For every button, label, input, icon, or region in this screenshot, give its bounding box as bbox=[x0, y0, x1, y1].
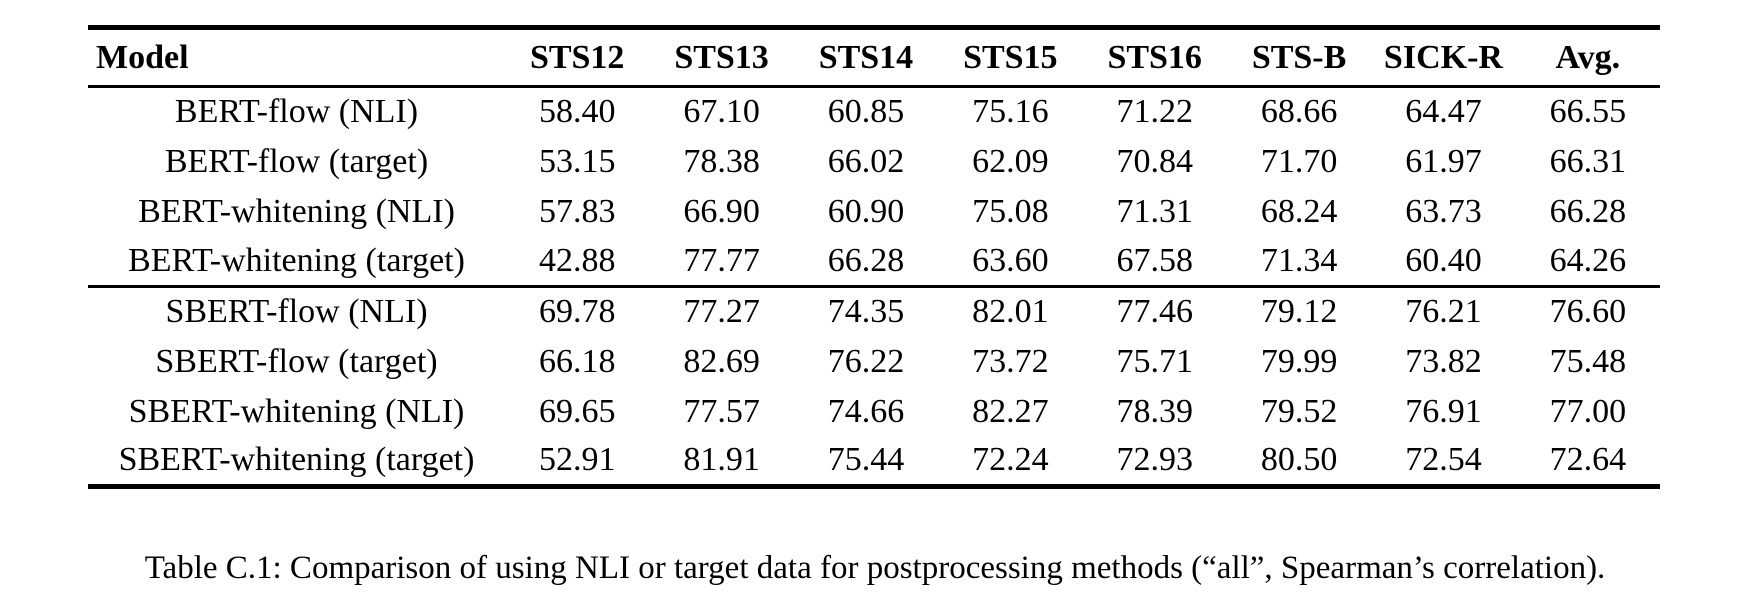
value-cell: 76.22 bbox=[827, 342, 905, 380]
column-header: STS16 bbox=[1107, 38, 1202, 76]
model-cell: SBERT-flow (target) bbox=[155, 342, 438, 380]
value-cell: 74.66 bbox=[827, 392, 905, 430]
value-cell: 71.70 bbox=[1260, 142, 1338, 180]
value-cell: 66.02 bbox=[827, 142, 905, 180]
value-cell: 72.54 bbox=[1405, 441, 1482, 479]
model-cell: BERT-whitening (target) bbox=[128, 241, 465, 279]
column-header: SICK-R bbox=[1383, 38, 1503, 76]
value-cell: 75.16 bbox=[972, 93, 1049, 131]
value-cell: 64.47 bbox=[1405, 93, 1482, 131]
value-cell: 77.77 bbox=[683, 241, 760, 279]
table-row: BERT-flow (NLI) 58.40 67.10 60.85 75.16 71.22… bbox=[88, 87, 1660, 137]
value-cell: 67.58 bbox=[1116, 241, 1193, 279]
value-cell: 76.21 bbox=[1405, 293, 1482, 331]
value-cell: 81.91 bbox=[683, 441, 760, 479]
table-row: SBERT-flow (target) 66.18 82.69 76.22 73.72 7… bbox=[88, 337, 1660, 387]
value-cell: 68.66 bbox=[1260, 93, 1338, 131]
value-cell: 66.55 bbox=[1549, 93, 1627, 131]
value-cell: 71.34 bbox=[1260, 241, 1338, 279]
value-cell: 74.35 bbox=[827, 293, 905, 331]
value-cell: 75.08 bbox=[972, 192, 1049, 230]
value-cell: 69.65 bbox=[538, 392, 616, 430]
value-cell: 82.01 bbox=[972, 293, 1049, 331]
value-cell: 66.18 bbox=[538, 342, 616, 380]
value-cell: 71.31 bbox=[1116, 192, 1193, 230]
value-cell: 66.31 bbox=[1549, 142, 1627, 180]
value-cell: 64.26 bbox=[1549, 241, 1627, 279]
model-cell: SBERT-whitening (NLI) bbox=[128, 392, 465, 430]
value-cell: 63.60 bbox=[972, 241, 1049, 279]
table-header-row: Model STS12 STS13 STS14 STS15 STS16 STS-B SICK-… bbox=[88, 28, 1660, 87]
table-caption: Table C.1: Comparison of using NLI or ta… bbox=[144, 550, 1606, 586]
column-header: STS14 bbox=[818, 38, 914, 76]
value-cell: 57.83 bbox=[538, 192, 616, 230]
value-cell: 75.48 bbox=[1549, 342, 1627, 380]
value-cell: 75.44 bbox=[827, 441, 905, 479]
value-cell: 60.40 bbox=[1405, 241, 1482, 279]
value-cell: 66.90 bbox=[683, 192, 760, 230]
value-cell: 60.85 bbox=[827, 93, 905, 131]
results-table-wrap: Model STS12 STS13 STS14 STS15 STS16 STS-B SICK-… bbox=[88, 25, 1660, 489]
model-cell: BERT-whitening (NLI) bbox=[138, 192, 455, 230]
value-cell: 79.52 bbox=[1260, 392, 1338, 430]
value-cell: 73.82 bbox=[1405, 342, 1482, 380]
value-cell: 62.09 bbox=[972, 142, 1049, 180]
table-row: BERT-whitening (NLI) 57.83 66.90 60.90 75.08… bbox=[88, 187, 1660, 237]
value-cell: 79.99 bbox=[1260, 342, 1338, 380]
value-cell: 71.22 bbox=[1116, 93, 1193, 131]
model-cell: BERT-flow (NLI) bbox=[174, 93, 419, 131]
model-cell: BERT-flow (target) bbox=[164, 142, 429, 180]
value-cell: 61.97 bbox=[1405, 142, 1482, 180]
table-group-sbert: SBERT-flow (NLI) 69.78 77.27 74.35 82.01 77.4… bbox=[88, 286, 1660, 487]
column-header: STS15 bbox=[963, 38, 1058, 76]
value-cell: 72.24 bbox=[972, 441, 1049, 479]
value-cell: 76.60 bbox=[1549, 293, 1627, 331]
value-cell: 82.27 bbox=[972, 392, 1049, 430]
table-group-bert: BERT-flow (NLI) 58.40 67.10 60.85 75.16 71.22… bbox=[88, 87, 1660, 287]
table-row: SBERT-whitening (NLI) 69.65 77.57 74.66 82.2… bbox=[88, 387, 1660, 437]
value-cell: 63.73 bbox=[1405, 192, 1482, 230]
model-cell: SBERT-flow (NLI) bbox=[165, 293, 428, 331]
value-cell: 67.10 bbox=[683, 93, 760, 131]
column-header: STS12 bbox=[529, 38, 625, 76]
value-cell: 76.91 bbox=[1405, 392, 1482, 430]
value-cell: 60.90 bbox=[827, 192, 905, 230]
value-cell: 75.71 bbox=[1116, 342, 1193, 380]
value-cell: 69.78 bbox=[538, 293, 616, 331]
table-row: SBERT-whitening (target) 52.91 81.91 75.44 7… bbox=[88, 437, 1660, 487]
value-cell: 58.40 bbox=[538, 93, 616, 131]
value-cell: 66.28 bbox=[827, 241, 905, 279]
value-cell: 52.91 bbox=[538, 441, 616, 479]
table-row: BERT-flow (target) 53.15 78.38 66.02 62.09 70… bbox=[88, 137, 1660, 187]
value-cell: 70.84 bbox=[1116, 142, 1193, 180]
value-cell: 72.93 bbox=[1116, 441, 1193, 479]
value-cell: 42.88 bbox=[538, 241, 616, 279]
value-cell: 72.64 bbox=[1549, 441, 1627, 479]
column-header-model: Model bbox=[96, 38, 189, 76]
model-cell: SBERT-whitening (target) bbox=[118, 441, 475, 479]
value-cell: 53.15 bbox=[538, 142, 616, 180]
value-cell: 66.28 bbox=[1549, 192, 1627, 230]
value-cell: 77.00 bbox=[1549, 392, 1627, 430]
value-cell: 78.39 bbox=[1116, 392, 1193, 430]
value-cell: 80.50 bbox=[1260, 441, 1338, 479]
value-cell: 68.24 bbox=[1260, 192, 1338, 230]
value-cell: 77.57 bbox=[683, 392, 760, 430]
value-cell: 82.69 bbox=[683, 342, 760, 380]
table-row: SBERT-flow (NLI) 69.78 77.27 74.35 82.01 77.4… bbox=[88, 287, 1660, 337]
table-row: BERT-whitening (target) 42.88 77.77 66.28 63… bbox=[88, 237, 1660, 287]
column-header: Avg. bbox=[1555, 38, 1621, 76]
value-cell: 73.72 bbox=[972, 342, 1049, 380]
value-cell: 78.38 bbox=[683, 142, 760, 180]
value-cell: 77.46 bbox=[1116, 293, 1193, 331]
results-table: Model STS12 STS13 STS14 STS15 STS16 STS-B SICK-… bbox=[88, 25, 1660, 489]
column-header: STS13 bbox=[674, 38, 769, 76]
value-cell: 79.12 bbox=[1260, 293, 1338, 331]
value-cell: 77.27 bbox=[683, 293, 760, 331]
column-header: STS-B bbox=[1251, 38, 1347, 76]
